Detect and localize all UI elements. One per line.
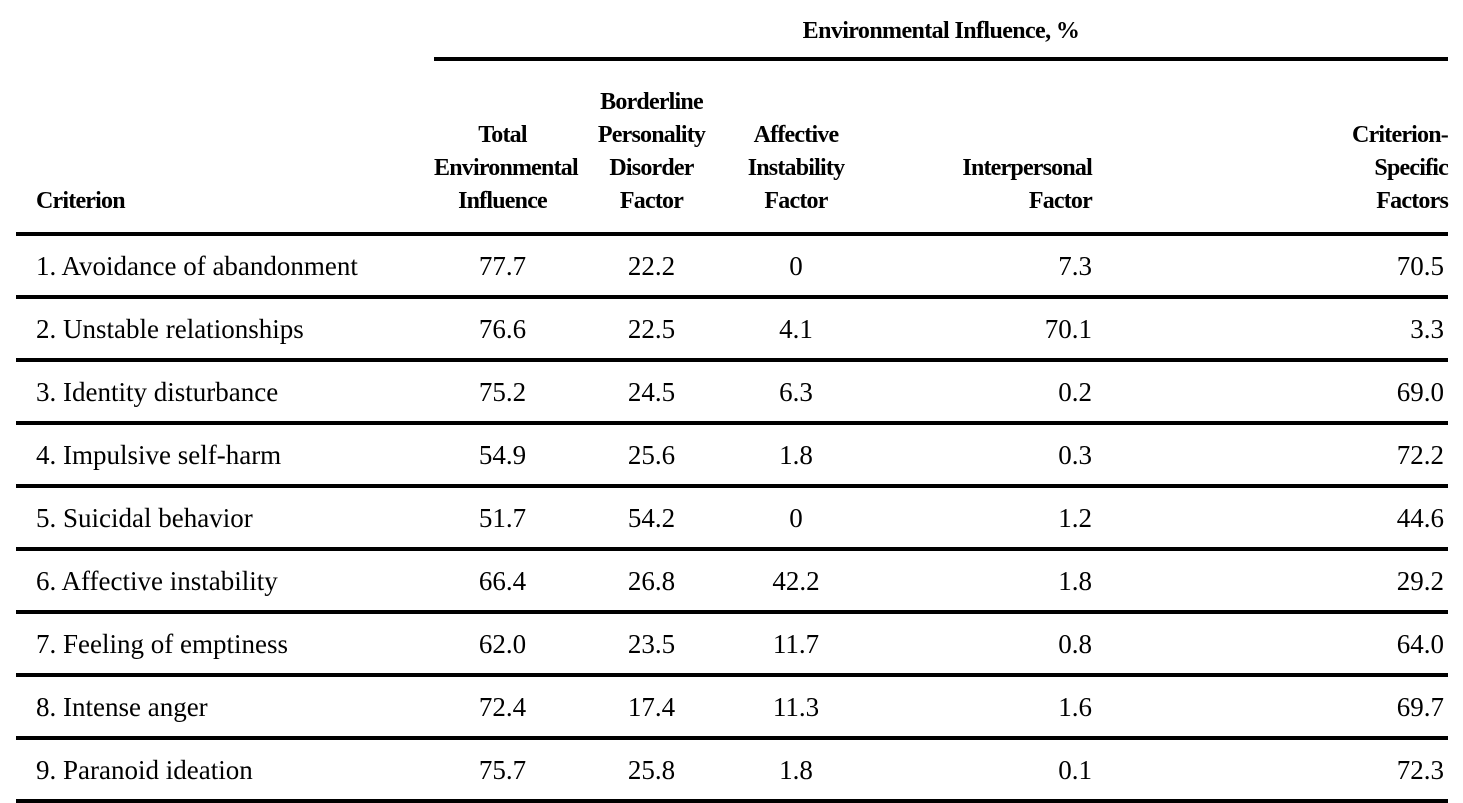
specific-cell: 70.5	[1098, 234, 1448, 299]
affective-cell: 1.8	[732, 738, 860, 803]
table-row: 6. Affective instability 66.4 26.8 42.2 …	[16, 549, 1448, 614]
specific-cell: 69.7	[1098, 675, 1448, 740]
total-cell: 77.7	[434, 234, 571, 299]
total-cell: 54.9	[434, 423, 571, 488]
col-header-criterion: Criterion	[16, 74, 434, 236]
total-cell: 62.0	[434, 612, 571, 677]
table-row: 3. Identity disturbance 75.2 24.5 6.3 0.…	[16, 360, 1448, 425]
affective-cell: 0	[732, 234, 860, 299]
criterion-cell: 3. Identity disturbance	[16, 360, 434, 425]
col-header-affective-factor: Affective Instability Factor	[732, 74, 860, 236]
specific-cell: 64.0	[1098, 612, 1448, 677]
interpersonal-cell: 70.1	[860, 297, 1098, 362]
header-row: Criterion Total Environmental Influence …	[16, 74, 1449, 236]
bpd-cell: 23.5	[571, 612, 732, 677]
criterion-cell: 1. Avoidance of abandonment	[16, 234, 434, 299]
criterion-cell: 4. Impulsive self-harm	[16, 423, 434, 488]
affective-cell: 11.3	[732, 675, 860, 740]
specific-cell: 69.0	[1098, 360, 1448, 425]
table-row: 5. Suicidal behavior 51.7 54.2 0 1.2 44.…	[16, 486, 1448, 551]
bpd-cell: 24.5	[571, 360, 732, 425]
total-cell: 75.7	[434, 738, 571, 803]
col-header-bpd-factor: Borderline Personality Disorder Factor	[571, 74, 732, 236]
criterion-cell: 9. Paranoid ideation	[16, 738, 434, 803]
interpersonal-cell: 1.8	[860, 549, 1098, 614]
total-cell: 51.7	[434, 486, 571, 551]
group-title: Environmental Influence, %	[802, 18, 1080, 44]
interpersonal-cell: 0.1	[860, 738, 1098, 803]
col-header-interpersonal-factor: Interpersonal Factor	[860, 74, 1098, 236]
total-cell: 72.4	[434, 675, 571, 740]
col-header-total: Total Environmental Influence	[434, 74, 579, 236]
interpersonal-cell: 7.3	[860, 234, 1098, 299]
affective-cell: 0	[732, 486, 860, 551]
specific-cell: 72.2	[1098, 423, 1448, 488]
interpersonal-cell: 0.2	[860, 360, 1098, 425]
table-row: 1. Avoidance of abandonment 77.7 22.2 0 …	[16, 234, 1448, 299]
affective-cell: 11.7	[732, 612, 860, 677]
table-page: Environmental Influence, % Criterion Tot…	[16, 0, 1449, 803]
table-row: 2. Unstable relationships 76.6 22.5 4.1 …	[16, 297, 1448, 362]
affective-cell: 6.3	[732, 360, 860, 425]
interpersonal-cell: 0.3	[860, 423, 1098, 488]
bpd-cell: 54.2	[571, 486, 732, 551]
criterion-cell: 2. Unstable relationships	[16, 297, 434, 362]
bpd-cell: 26.8	[571, 549, 732, 614]
table-row: 8. Intense anger 72.4 17.4 11.3 1.6 69.7	[16, 675, 1448, 740]
group-rule	[434, 57, 1448, 61]
interpersonal-cell: 1.2	[860, 486, 1098, 551]
total-cell: 75.2	[434, 360, 571, 425]
table-row: 4. Impulsive self-harm 54.9 25.6 1.8 0.3…	[16, 423, 1448, 488]
interpersonal-cell: 0.8	[860, 612, 1098, 677]
affective-cell: 4.1	[732, 297, 860, 362]
table-row: 7. Feeling of emptiness 62.0 23.5 11.7 0…	[16, 612, 1448, 677]
bpd-cell: 25.8	[571, 738, 732, 803]
interpersonal-cell: 1.6	[860, 675, 1098, 740]
total-cell: 76.6	[434, 297, 571, 362]
specific-cell: 3.3	[1098, 297, 1448, 362]
bpd-cell: 22.5	[571, 297, 732, 362]
affective-cell: 42.2	[732, 549, 860, 614]
criterion-cell: 7. Feeling of emptiness	[16, 612, 434, 677]
bpd-cell: 22.2	[571, 234, 732, 299]
total-cell: 66.4	[434, 549, 571, 614]
specific-cell: 29.2	[1098, 549, 1448, 614]
bpd-cell: 17.4	[571, 675, 732, 740]
col-header-specific-factors: Criterion- Specific Factors	[1098, 74, 1449, 236]
criterion-cell: 8. Intense anger	[16, 675, 434, 740]
bpd-cell: 25.6	[571, 423, 732, 488]
criterion-cell: 6. Affective instability	[16, 549, 434, 614]
data-table: Criterion Total Environmental Influence …	[16, 74, 1449, 803]
specific-cell: 44.6	[1098, 486, 1448, 551]
table-row: 9. Paranoid ideation 75.7 25.8 1.8 0.1 7…	[16, 738, 1448, 803]
affective-cell: 1.8	[732, 423, 860, 488]
criterion-cell: 5. Suicidal behavior	[16, 486, 434, 551]
specific-cell: 72.3	[1098, 738, 1448, 803]
